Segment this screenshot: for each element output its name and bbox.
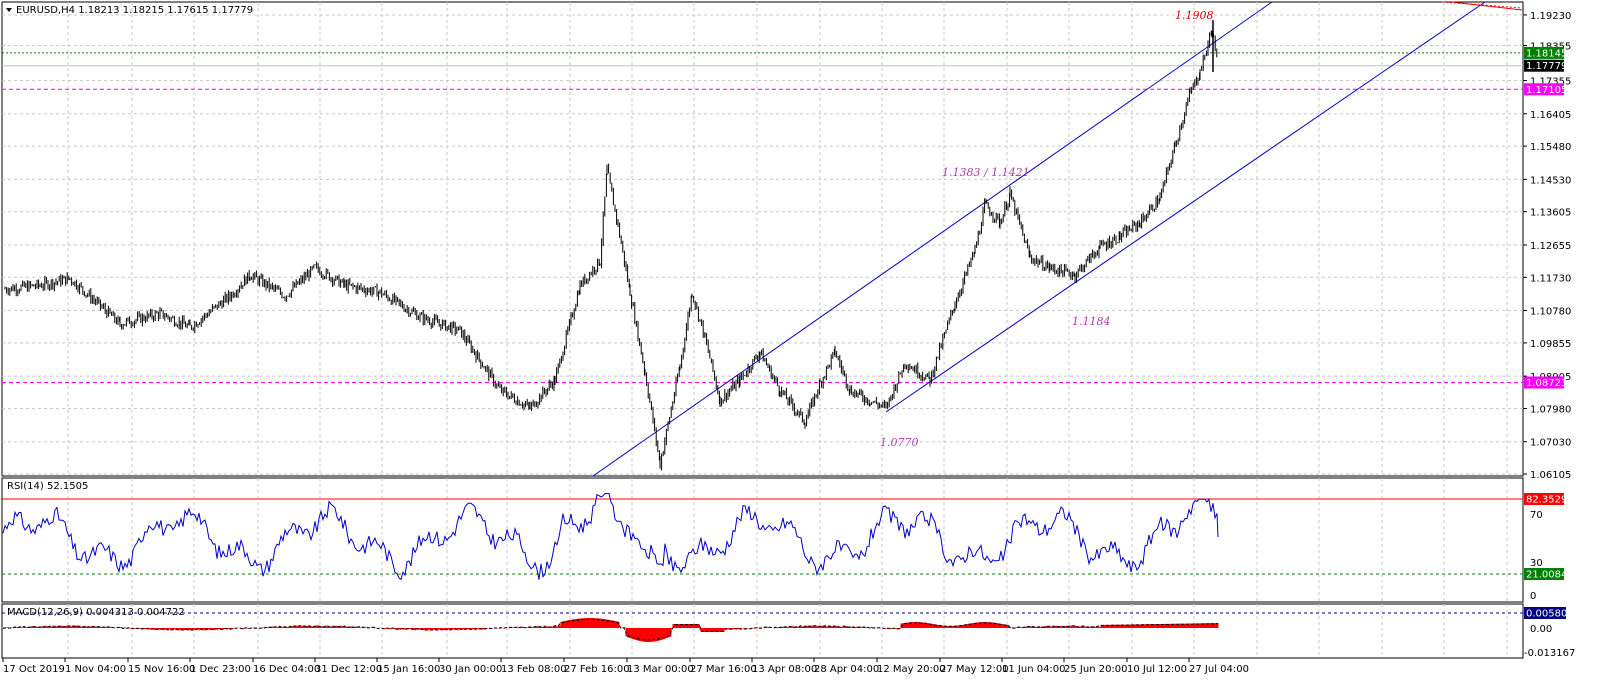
price-annotations: 1.1908 1.1383 / 1.1421 1.1184 1.0770 — [880, 9, 1214, 449]
price-tag-label: 1.17779 — [1526, 61, 1567, 72]
price-tag-box — [1524, 59, 1564, 72]
time-label: 15 Jan 16:00 — [377, 664, 440, 675]
rsi-scale-70: 70 — [1530, 510, 1543, 521]
price-tag-box — [1524, 46, 1564, 59]
price-tags: 1.18145 1.17779 1.17105 1.08723 — [1524, 46, 1567, 389]
price-scale-label: 1.12655 — [1530, 241, 1571, 252]
macd-value-tag — [1524, 607, 1566, 619]
price-scale-label: 1.15480 — [1530, 142, 1571, 153]
rsi-header: RSI(14) 52.1505 — [7, 481, 88, 492]
price-chart-panel[interactable]: EURUSD,H4 1.18213 1.18215 1.17615 1.1777… — [1, 1, 1571, 481]
time-label: 27 May 12:00 — [940, 664, 1009, 675]
time-label: 30 Jan 00:00 — [439, 664, 502, 675]
annotation-low: 1.0770 — [880, 436, 919, 449]
time-label: 13 Mar 00:00 — [627, 664, 694, 675]
time-label: 12 May 20:00 — [877, 664, 946, 675]
price-scale-label: 1.14530 — [1530, 175, 1571, 186]
price-scale-label: 1.13605 — [1530, 208, 1571, 219]
time-label: 31 Dec 12:00 — [315, 664, 382, 675]
red-trendline-dotted[interactable] — [1441, 1, 1523, 9]
price-tag-label: 1.17105 — [1526, 85, 1567, 96]
price-tag-box — [1524, 83, 1564, 96]
time-label: 11 Jun 04:00 — [1002, 664, 1066, 675]
rsi-frame — [1, 477, 1524, 603]
time-label: 25 Jun 20:00 — [1064, 664, 1128, 675]
time-label: 1 Nov 04:00 — [65, 664, 126, 675]
time-label: 10 Jul 12:00 — [1127, 664, 1187, 675]
channel-lower-line[interactable] — [885, 1, 1486, 413]
rsi-scale-30: 30 — [1530, 558, 1543, 569]
time-label: 1 Dec 23:00 — [190, 664, 251, 675]
rsi-level-high-label: 82.3529 — [1526, 495, 1567, 506]
price-scale-label: 1.16405 — [1530, 110, 1571, 121]
time-label: 13 Apr 08:00 — [752, 664, 817, 675]
time-label: 15 Nov 16:00 — [128, 664, 195, 675]
annotation-resistance: 1.1383 / 1.1421 — [942, 166, 1030, 179]
price-tag-label: 1.08723 — [1526, 378, 1567, 389]
time-label: 17 Oct 2019 — [3, 664, 65, 675]
price-tag-label: 1.18145 — [1526, 48, 1567, 59]
price-tag-box — [1524, 376, 1564, 389]
macd-value-label: 0.005803 — [1526, 609, 1574, 620]
rsi-scale-0: 0 — [1530, 591, 1536, 602]
price-scale-label: 1.10780 — [1530, 307, 1571, 318]
macd-panel[interactable]: MACD(12,26,9) 0.004313 0.004722 0.005803… — [1, 603, 1575, 659]
price-scale-label: 1.07030 — [1530, 438, 1571, 449]
rsi-panel[interactable]: RSI(14) 52.1505 70 30 0 82.3529 21.0084 — [1, 477, 1567, 603]
price-scale-label: 1.06105 — [1530, 470, 1571, 481]
rsi-level-low-label: 21.0084 — [1526, 570, 1567, 581]
time-label: 16 Dec 04:00 — [253, 664, 320, 675]
channel-upper-line[interactable] — [592, 1, 1273, 477]
time-label: 27 Feb 16:00 — [564, 664, 630, 675]
price-scale-label: 1.19230 — [1530, 11, 1571, 22]
annotation-support: 1.1184 — [1072, 315, 1111, 328]
trend-channel[interactable] — [592, 1, 1523, 477]
price-series — [4, 20, 1218, 471]
price-level-lines — [2, 52, 1523, 383]
macd-frame — [1, 603, 1524, 659]
rsi-level-tag-low — [1524, 568, 1564, 580]
price-scale-label: 1.09855 — [1530, 339, 1571, 350]
macd-signal-line — [2, 619, 1218, 641]
time-axis[interactable]: 17 Oct 2019 1 Nov 04:00 15 Nov 16:001 Dec … — [2, 658, 1249, 675]
macd-header: MACD(12,26,9) 0.004313 0.004722 — [7, 607, 185, 618]
macd-scale-min: -0.013167 — [1524, 648, 1575, 659]
time-label: 27 Jul 04:00 — [1189, 664, 1249, 675]
annotation-high: 1.1908 — [1175, 9, 1214, 22]
chart-header: EURUSD,H4 1.18213 1.18215 1.17615 1.1777… — [6, 5, 253, 16]
price-chart-frame — [1, 1, 1524, 477]
macd-scale-zero: 0.00 — [1530, 624, 1552, 635]
chart-header-text: EURUSD,H4 1.18213 1.18215 1.17615 1.1777… — [16, 5, 253, 16]
price-scale[interactable]: 1.192301.183551.173551.164051.154801.145… — [1523, 11, 1571, 481]
price-grid — [2, 2, 1523, 476]
rsi-level-tag-high — [1524, 493, 1564, 505]
collapse-triangle-icon[interactable] — [6, 8, 12, 12]
time-label: 28 Apr 04:00 — [814, 664, 879, 675]
price-scale-label: 1.07980 — [1530, 404, 1571, 415]
time-label: 27 Mar 16:00 — [690, 664, 757, 675]
price-scale-label: 1.17355 — [1530, 77, 1571, 88]
price-scale-label: 1.11730 — [1530, 273, 1571, 284]
rsi-line — [2, 493, 1219, 581]
time-label: 13 Feb 08:00 — [501, 664, 567, 675]
